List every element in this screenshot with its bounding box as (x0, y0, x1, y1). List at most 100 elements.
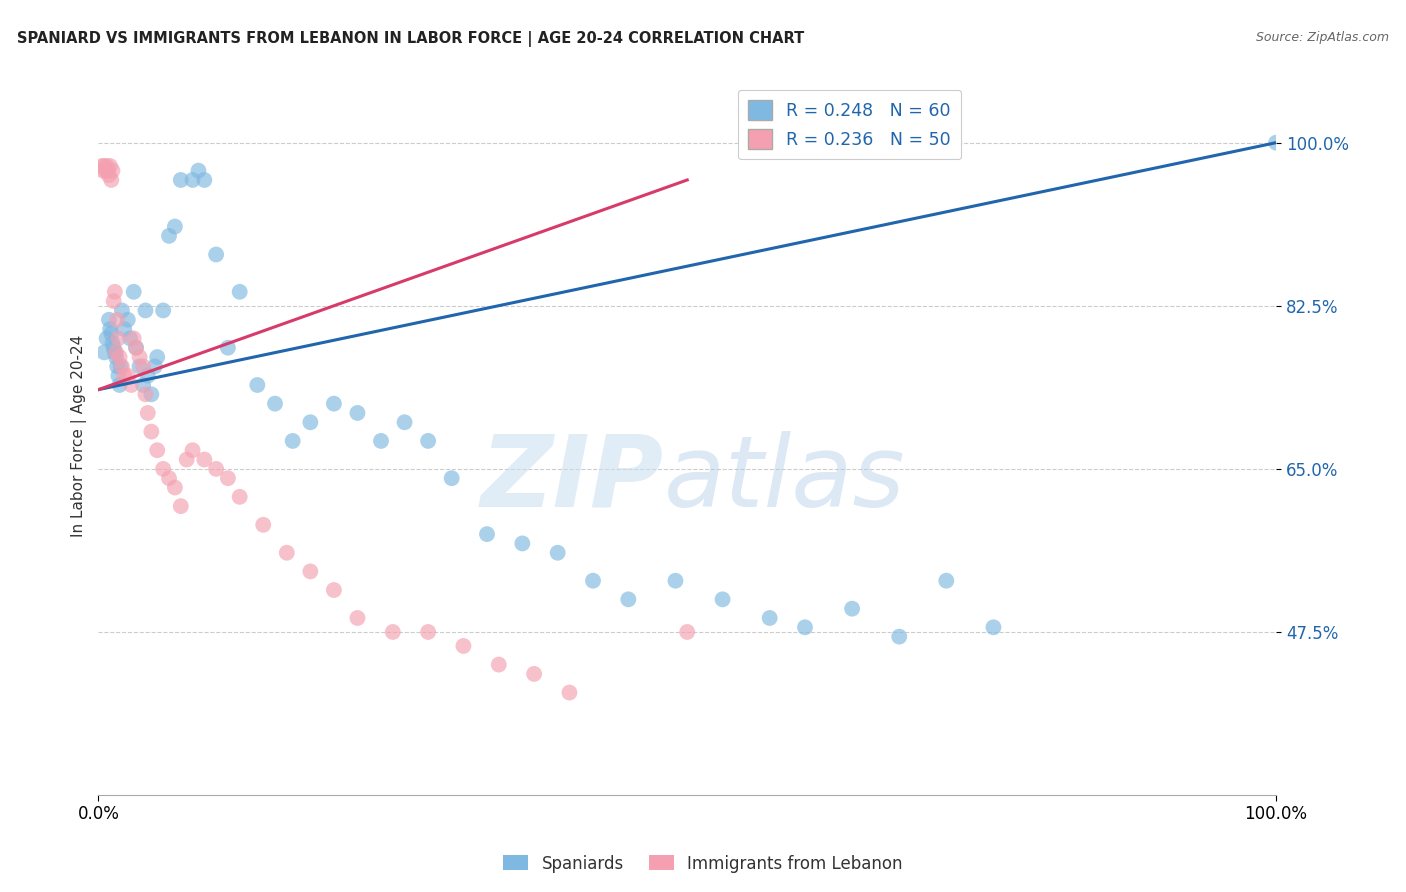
Point (617, 592, 640, 607)
Point (122, 331, 145, 345)
Point (176, 452, 198, 467)
Point (107, 368, 129, 383)
Point (193, 173, 215, 187)
Point (101, 163, 124, 178)
Point (112, 368, 135, 383)
Legend: Spaniards, Immigrants from Lebanon: Spaniards, Immigrants from Lebanon (496, 848, 910, 880)
Point (228, 285, 250, 299)
Point (394, 415, 416, 429)
Point (676, 624, 699, 639)
Point (264, 397, 287, 411)
Point (163, 481, 186, 495)
Point (98, 159, 121, 173)
Point (187, 163, 209, 178)
Point (346, 406, 368, 420)
Point (128, 359, 150, 374)
Point (110, 359, 132, 374)
Point (170, 173, 193, 187)
Point (416, 624, 439, 639)
Point (157, 228, 180, 243)
Point (523, 667, 546, 681)
Point (152, 462, 174, 476)
Point (134, 303, 156, 318)
Point (104, 345, 127, 359)
Point (299, 415, 322, 429)
Point (105, 312, 128, 326)
Point (935, 574, 957, 588)
Point (217, 471, 239, 485)
Point (453, 639, 475, 653)
Legend: R = 0.248   N = 60, R = 0.236   N = 50: R = 0.248 N = 60, R = 0.236 N = 50 (738, 90, 962, 160)
Point (125, 341, 148, 355)
Point (664, 574, 686, 588)
Point (141, 387, 163, 401)
Point (128, 350, 150, 364)
Point (1265, 136, 1288, 150)
Point (143, 359, 166, 374)
Point (125, 341, 148, 355)
Point (276, 546, 298, 560)
Text: SPANIARD VS IMMIGRANTS FROM LEBANON IN LABOR FORCE | AGE 20-24 CORRELATION CHART: SPANIARD VS IMMIGRANTS FROM LEBANON IN L… (17, 31, 804, 47)
Point (108, 378, 131, 392)
Point (97, 169, 120, 183)
Point (370, 434, 392, 448)
Point (104, 285, 127, 299)
Point (163, 219, 186, 234)
Point (711, 592, 734, 607)
Point (181, 173, 204, 187)
Point (94, 163, 117, 178)
Point (100, 326, 122, 341)
Point (97, 312, 120, 326)
Point (97, 163, 120, 178)
Point (889, 630, 911, 644)
Point (299, 565, 322, 579)
Point (381, 624, 404, 639)
Point (105, 359, 128, 374)
Point (132, 378, 155, 392)
Point (111, 303, 134, 318)
Point (108, 350, 131, 364)
Point (117, 368, 139, 383)
Point (111, 359, 134, 374)
Point (228, 490, 250, 504)
Point (558, 685, 581, 699)
Point (322, 582, 344, 597)
Point (103, 341, 125, 355)
Point (93, 159, 115, 173)
Point (416, 434, 439, 448)
Point (512, 536, 534, 550)
Point (132, 359, 155, 374)
Point (117, 312, 139, 326)
Point (758, 611, 780, 625)
Point (346, 611, 368, 625)
Point (105, 350, 128, 364)
Point (120, 378, 142, 392)
Text: atlas: atlas (664, 431, 905, 528)
Point (101, 336, 124, 351)
Point (252, 517, 274, 532)
Point (96, 159, 118, 173)
Point (96, 331, 118, 345)
Point (181, 443, 204, 458)
Point (205, 462, 228, 476)
Text: ZIP: ZIP (481, 431, 664, 528)
Point (794, 620, 817, 634)
Point (152, 303, 174, 318)
Point (98, 322, 121, 336)
Point (146, 443, 169, 458)
Point (841, 601, 863, 615)
Y-axis label: In Labor Force | Age 20-24: In Labor Force | Age 20-24 (72, 335, 87, 537)
Point (93, 345, 115, 359)
Point (157, 471, 180, 485)
Point (120, 331, 142, 345)
Point (440, 471, 463, 485)
Point (547, 546, 569, 560)
Point (90, 159, 112, 173)
Point (103, 294, 125, 309)
Point (488, 657, 510, 672)
Point (217, 341, 239, 355)
Point (246, 378, 269, 392)
Point (91, 163, 114, 178)
Point (122, 285, 145, 299)
Point (281, 434, 304, 448)
